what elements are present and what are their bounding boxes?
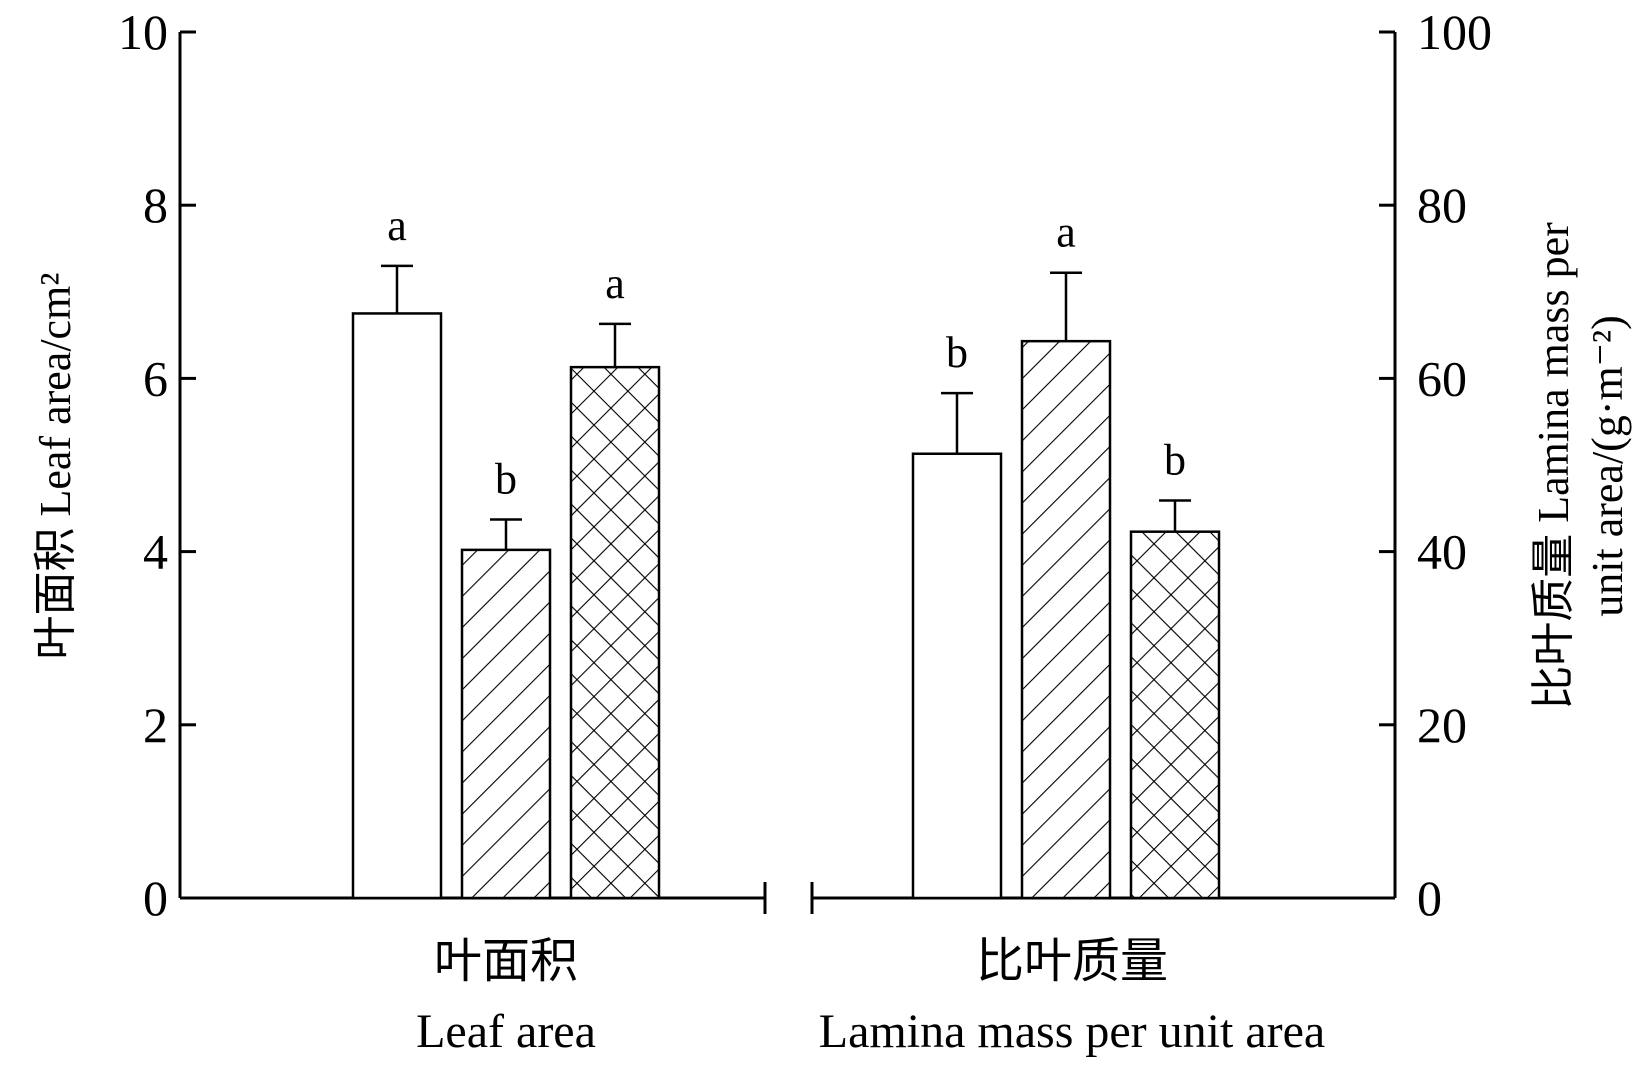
bar-rect xyxy=(1020,339,1112,900)
right-tick-label: 40 xyxy=(1417,524,1467,580)
bars: a b a b a b xyxy=(351,201,1221,900)
category-label-en-leaf-area: Leaf area xyxy=(416,1005,596,1058)
bar-2-3: b xyxy=(1129,436,1221,900)
bar-rect xyxy=(911,452,1003,900)
left-tick-label: 6 xyxy=(143,350,168,406)
category-label-cn-leaf-area: 叶面积 xyxy=(434,935,578,988)
right-axis-ticks: 0 20 40 60 80 100 xyxy=(1379,4,1492,926)
right-tick-label: 80 xyxy=(1417,177,1467,233)
left-tick-label: 4 xyxy=(143,524,168,580)
bar-1-3: a xyxy=(569,259,661,900)
bar-rect xyxy=(351,312,443,900)
left-tick-label: 2 xyxy=(143,697,168,753)
significance-letter: b xyxy=(495,455,517,504)
bar-2-2: a xyxy=(1020,208,1112,900)
right-axis-title-line2: unit area/(g·m⁻²) xyxy=(1583,315,1632,617)
category-label-cn-lma: 比叶质量 xyxy=(976,935,1168,988)
left-tick-label: 10 xyxy=(118,4,168,60)
significance-letter: a xyxy=(605,259,625,308)
left-tick-label: 0 xyxy=(143,870,168,926)
bar-rect xyxy=(460,548,552,900)
category-label-en-lma: Lamina mass per unit area xyxy=(819,1005,1325,1058)
left-y-axis: 0 2 4 6 8 10 xyxy=(118,4,196,926)
right-tick-label: 100 xyxy=(1417,4,1492,60)
right-tick-label: 60 xyxy=(1417,350,1467,406)
bar-rect xyxy=(569,365,661,900)
significance-letter: b xyxy=(1164,436,1186,485)
significance-letter: a xyxy=(1056,208,1076,257)
bar-1-1: a xyxy=(351,201,443,900)
category-labels: 叶面积 Leaf area 比叶质量 Lamina mass per unit … xyxy=(416,935,1325,1058)
bar-1-2: b xyxy=(460,455,552,900)
right-tick-label: 20 xyxy=(1417,697,1467,753)
left-tick-label: 8 xyxy=(143,177,168,233)
bar-2-1: b xyxy=(911,328,1003,900)
right-y-axis: 0 20 40 60 80 100 xyxy=(1379,4,1492,926)
significance-letter: b xyxy=(946,328,968,377)
left-axis-title: 叶面积 Leaf area/cm² xyxy=(31,273,80,660)
right-axis-title-line1: 比叶质量 Lamina mass per xyxy=(1529,222,1578,710)
bar-rect xyxy=(1129,530,1221,900)
right-tick-label: 0 xyxy=(1417,870,1442,926)
significance-letter: a xyxy=(387,201,407,250)
left-axis-ticks: 0 2 4 6 8 10 xyxy=(118,4,196,926)
